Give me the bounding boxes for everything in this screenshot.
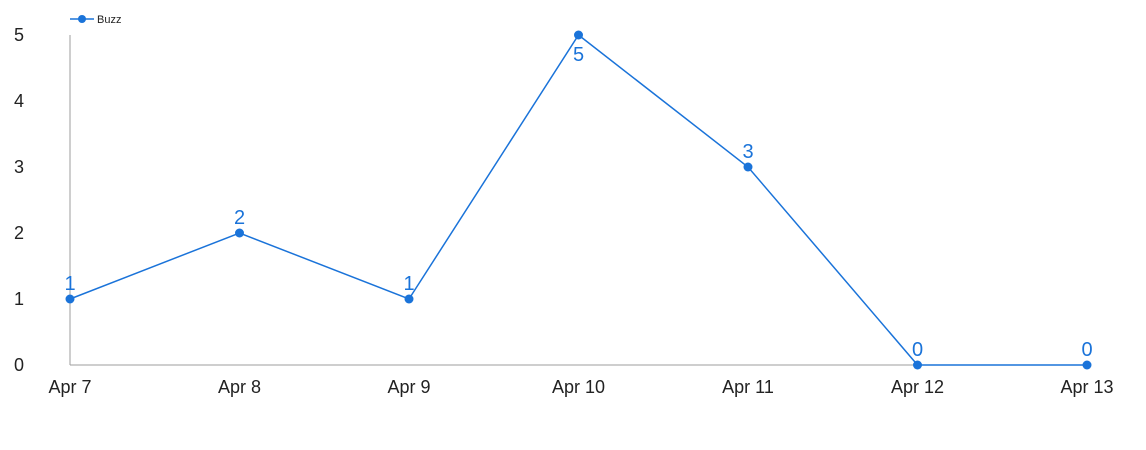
- data-label: 5: [573, 44, 584, 66]
- y-tick-label: 3: [14, 157, 24, 177]
- data-point: [913, 360, 922, 370]
- data-point: [404, 294, 414, 304]
- legend-label: Buzz: [97, 14, 121, 26]
- data-point: [235, 228, 244, 238]
- x-tick-label: Apr 12: [891, 377, 944, 397]
- y-tick-label: 4: [14, 91, 24, 111]
- series-buzz: 1 2 1 5 3 0 0: [64, 30, 1093, 370]
- data-label: 2: [234, 207, 245, 229]
- data-label: 1: [64, 273, 75, 295]
- y-tick-labels: 0 1 2 3 4 5: [14, 25, 24, 375]
- data-point: [743, 162, 753, 172]
- data-label: 0: [912, 339, 923, 361]
- data-point: [1082, 360, 1092, 370]
- x-tick-label: Apr 9: [387, 377, 430, 397]
- x-tick-label: Apr 8: [218, 377, 261, 397]
- data-point: [65, 294, 75, 304]
- x-tick-label: Apr 10: [552, 377, 605, 397]
- legend: Buzz: [70, 14, 121, 26]
- data-label: 0: [1081, 339, 1092, 361]
- x-tick-label: Apr 7: [48, 377, 91, 397]
- y-tick-label: 1: [14, 289, 24, 309]
- x-tick-label: Apr 11: [722, 377, 774, 397]
- y-tick-label: 0: [14, 355, 24, 375]
- y-tick-label: 5: [14, 25, 24, 45]
- series-line: [69, 33, 1087, 366]
- x-tick-label: Apr 13: [1060, 377, 1113, 397]
- data-label: 1: [403, 273, 414, 295]
- x-tick-labels: Apr 7 Apr 8 Apr 9 Apr 10 Apr 11 Apr 12 Apr 13: [48, 377, 1113, 397]
- data-point: [574, 30, 583, 40]
- data-label: 3: [742, 141, 753, 163]
- y-tick-label: 2: [14, 223, 24, 243]
- legend-marker: [78, 15, 86, 23]
